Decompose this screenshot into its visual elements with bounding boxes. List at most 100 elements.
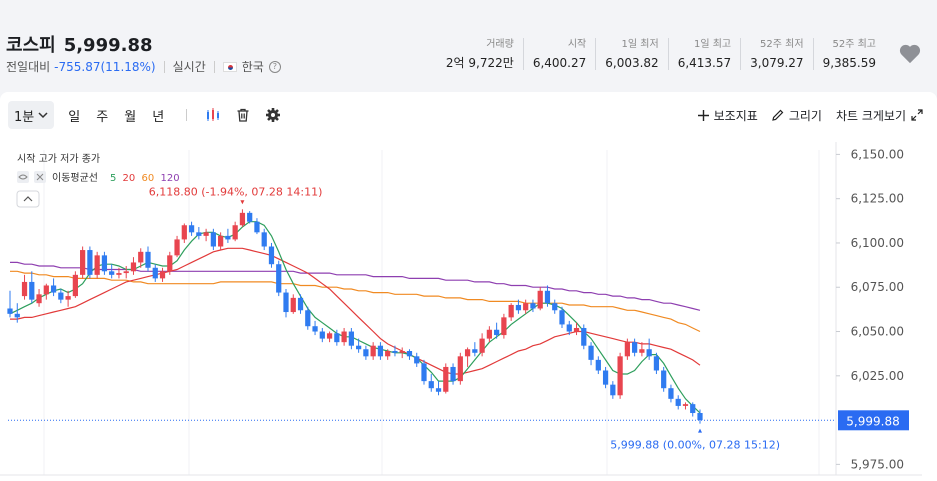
y-tick-label: 6,150.00 xyxy=(851,147,904,161)
candle xyxy=(58,292,64,300)
candle xyxy=(566,324,572,332)
divider xyxy=(163,60,165,73)
draw-button[interactable]: 그리기 xyxy=(772,107,822,124)
y-tick-label: 6,075.00 xyxy=(851,280,904,294)
y-tick-label: 6,100.00 xyxy=(851,236,904,250)
candle xyxy=(109,271,115,275)
y-tick-label: 6,025.00 xyxy=(851,369,904,383)
sub-row: 전일대비 -755.87(11.18%) 실시간 한국 ? xyxy=(6,58,281,75)
chart-grid xyxy=(0,142,922,476)
candle-settings-icon[interactable] xyxy=(199,101,227,129)
stat-label: 거래량 xyxy=(486,39,514,50)
period-month[interactable]: 월 xyxy=(124,109,137,125)
divider xyxy=(186,109,188,121)
candle xyxy=(675,398,681,406)
current-price-label: 5,999.88 xyxy=(846,414,899,428)
candle xyxy=(326,333,333,339)
candle xyxy=(653,356,660,371)
current-price-tag xyxy=(838,410,909,431)
candle xyxy=(348,331,354,346)
candle xyxy=(159,271,166,279)
y-tick-label: 6,050.00 xyxy=(851,325,904,339)
candle xyxy=(588,345,594,360)
candle xyxy=(406,351,413,357)
change-label: 전일대비 xyxy=(6,60,51,74)
candle xyxy=(261,232,267,247)
candle xyxy=(537,290,543,309)
candlestick-chart[interactable]: 6,150.00 6,125.00 6,100.00 6,075.00 6,050.00… xyxy=(0,142,937,481)
candle xyxy=(101,255,108,272)
candle xyxy=(80,250,86,275)
moving-average-lines xyxy=(9,221,701,414)
candle xyxy=(188,225,195,233)
candle xyxy=(494,329,500,336)
stats: 거래량 2억 9,722만 시작 6,400.27 1일 최저 6,003.82… xyxy=(437,38,885,70)
chart-card: 1분 일 주 월 년 보조지표 그리기 차트 크게보기 xyxy=(0,92,937,481)
candle xyxy=(247,212,253,222)
interval-dropdown[interactable]: 1분 xyxy=(8,101,55,129)
candle xyxy=(370,345,376,357)
candle xyxy=(254,221,260,233)
indicator-label: 보조지표 xyxy=(713,108,758,123)
candle xyxy=(632,342,638,353)
period-week[interactable]: 주 xyxy=(96,109,109,125)
candle xyxy=(573,327,580,332)
stat-label: 시작 xyxy=(567,39,587,50)
ma-legend-label: 이동평균선 xyxy=(52,172,98,184)
candle xyxy=(276,264,282,293)
candle xyxy=(435,388,442,392)
candle xyxy=(392,351,398,353)
trash-icon[interactable] xyxy=(229,101,257,129)
price-axis: 6,150.00 6,125.00 6,100.00 6,075.00 6,050.00… xyxy=(836,147,904,471)
candle xyxy=(7,308,13,314)
candle xyxy=(43,285,49,295)
period-day[interactable]: 일 xyxy=(68,109,81,125)
candle xyxy=(472,349,478,353)
candle xyxy=(145,251,151,268)
title-row: 코스피 5,999.88 xyxy=(6,31,153,57)
candle xyxy=(457,356,463,382)
chart-toolbar: 1분 일 주 월 년 보조지표 그리기 차트 크게보기 xyxy=(8,100,923,130)
period-year[interactable]: 년 xyxy=(152,109,165,125)
candle xyxy=(181,225,187,240)
candle xyxy=(508,304,514,318)
candle xyxy=(697,413,703,421)
stat-52w-low: 52주 최저 3,079.27 xyxy=(740,38,812,70)
realtime-label: 실시간 xyxy=(172,60,206,74)
ma-legend-period: 120 xyxy=(161,173,180,184)
stat-label: 1일 최저 xyxy=(621,39,659,50)
candle xyxy=(690,404,696,414)
candle xyxy=(523,303,529,311)
candle xyxy=(682,404,689,406)
country-label: 한국 xyxy=(241,60,264,74)
stat-label: 1일 최고 xyxy=(693,39,732,50)
candle xyxy=(610,384,616,396)
gear-icon[interactable] xyxy=(259,101,287,129)
candle xyxy=(486,329,492,339)
stat-value: 6,413.57 xyxy=(677,56,732,70)
candle xyxy=(464,349,471,357)
header: 코스피 5,999.88 전일대비 -755.87(11.18%) 실시간 한국… xyxy=(0,0,937,88)
candle xyxy=(544,290,551,304)
candle xyxy=(617,356,623,396)
candle xyxy=(29,281,35,300)
ma-legend-period: 60 xyxy=(142,173,155,184)
candle xyxy=(530,303,536,309)
candle xyxy=(334,333,340,343)
resize-button[interactable]: 차트 크게보기 xyxy=(836,107,923,124)
ma20-line xyxy=(10,247,701,375)
heart-icon[interactable] xyxy=(899,44,921,64)
index-price: 5,999.88 xyxy=(63,35,153,56)
candle xyxy=(232,225,238,240)
stat-label: 52주 최저 xyxy=(760,39,804,50)
candle xyxy=(239,212,246,226)
candle xyxy=(283,292,289,313)
stat-label: 52주 최고 xyxy=(832,39,876,50)
candle xyxy=(559,310,565,325)
stat-value: 3,079.27 xyxy=(750,56,804,70)
stat-day-high: 1일 최고 6,413.57 xyxy=(667,38,740,70)
question-circle-icon[interactable]: ? xyxy=(268,60,281,73)
candle xyxy=(428,381,434,389)
indicator-button[interactable]: 보조지표 xyxy=(697,107,758,124)
candle xyxy=(167,255,173,272)
